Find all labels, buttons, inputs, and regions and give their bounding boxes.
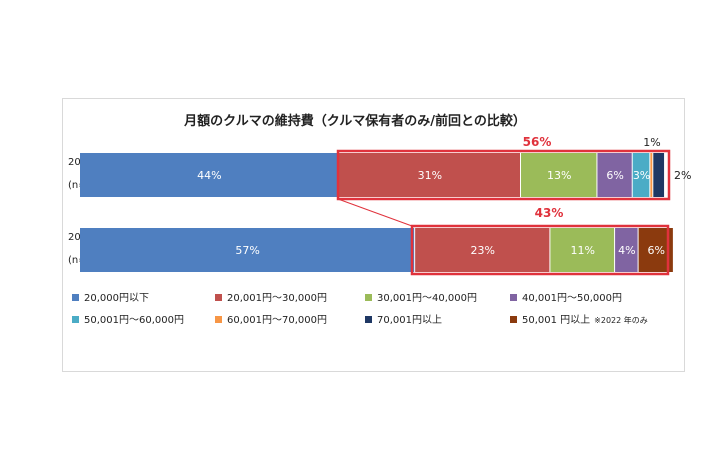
legend-note-7: ※2022 年のみ (594, 315, 648, 325)
bar-segment-r0-s6 (653, 153, 665, 197)
bar-label-r1-s1: 23% (471, 244, 495, 257)
legend: 20,000円以下 20,001円～30,000円 30,001円～40,000円 4… (72, 293, 648, 326)
highlight-box-2025 (336, 149, 671, 201)
legend-swatch-3 (510, 294, 517, 301)
legend-swatch-1 (215, 294, 222, 301)
legend-label-7: 50,001 円以上 (522, 314, 590, 326)
callout-2pct: 2% (674, 169, 691, 182)
bar-segment-r1-s0 (80, 228, 415, 272)
legend-swatch-2 (365, 294, 372, 301)
legend-swatch-7 (510, 316, 517, 323)
bracket-label-56: 56% (523, 135, 552, 149)
legend-swatch-6 (365, 316, 372, 323)
legend-swatch-5 (215, 316, 222, 323)
bar-label-r0-s1: 31% (418, 169, 442, 182)
bar-segment-r0-s3 (597, 153, 632, 197)
bar-segment-r0-s0 (80, 153, 338, 197)
legend-swatch-4 (72, 316, 79, 323)
bar-segment-r0-s2 (521, 153, 597, 197)
bar-segment-r1-s1 (415, 228, 550, 272)
legend-label-6: 70,001円以上 (377, 314, 442, 326)
connector-line (337, 198, 413, 227)
legend-label-3: 40,001円～50,000円 (522, 293, 622, 304)
legend-label-1: 20,001円～30,000円 (227, 293, 327, 304)
bar-label-r1-s3: 4% (618, 244, 635, 257)
bar-segment-r0-s5 (650, 153, 653, 197)
bar-label-r1-s2: 11% (571, 244, 595, 257)
bar-label-r0-s4: 3% (633, 169, 650, 182)
bracket-label-43: 43% (535, 206, 564, 220)
bar-label-r0-s2: 13% (547, 169, 571, 182)
bars-group: 44% 31% 13% 6% 3% 57% 23% 11% 4% 6% (80, 153, 673, 272)
bar-label-r0-s0: 44% (197, 169, 221, 182)
highlight-box-2022 (410, 224, 670, 276)
legend-label-4: 50,001円～60,000円 (84, 315, 184, 326)
legend-swatch-0 (72, 294, 79, 301)
chart-title: 月額のクルマの維持費（クルマ保有者のみ/前回との比較） (183, 113, 526, 129)
legend-label-2: 30,001円～40,000円 (377, 293, 477, 304)
bar-segment-r0-s4 (632, 153, 650, 197)
bar-segment-r1-s2 (550, 228, 615, 272)
bar-label-r0-s3: 6% (606, 169, 623, 182)
legend-label-5: 60,001円～70,000円 (227, 315, 327, 326)
legend-label-0: 20,000円以下 (84, 293, 149, 304)
bar-segment-r1-s3 (615, 228, 638, 272)
bar-label-r1-s7: 6% (648, 244, 665, 257)
callout-1pct: 1% (643, 136, 660, 149)
bar-segment-r0-s1 (338, 153, 520, 197)
bar-label-r1-s0: 57% (235, 244, 259, 257)
